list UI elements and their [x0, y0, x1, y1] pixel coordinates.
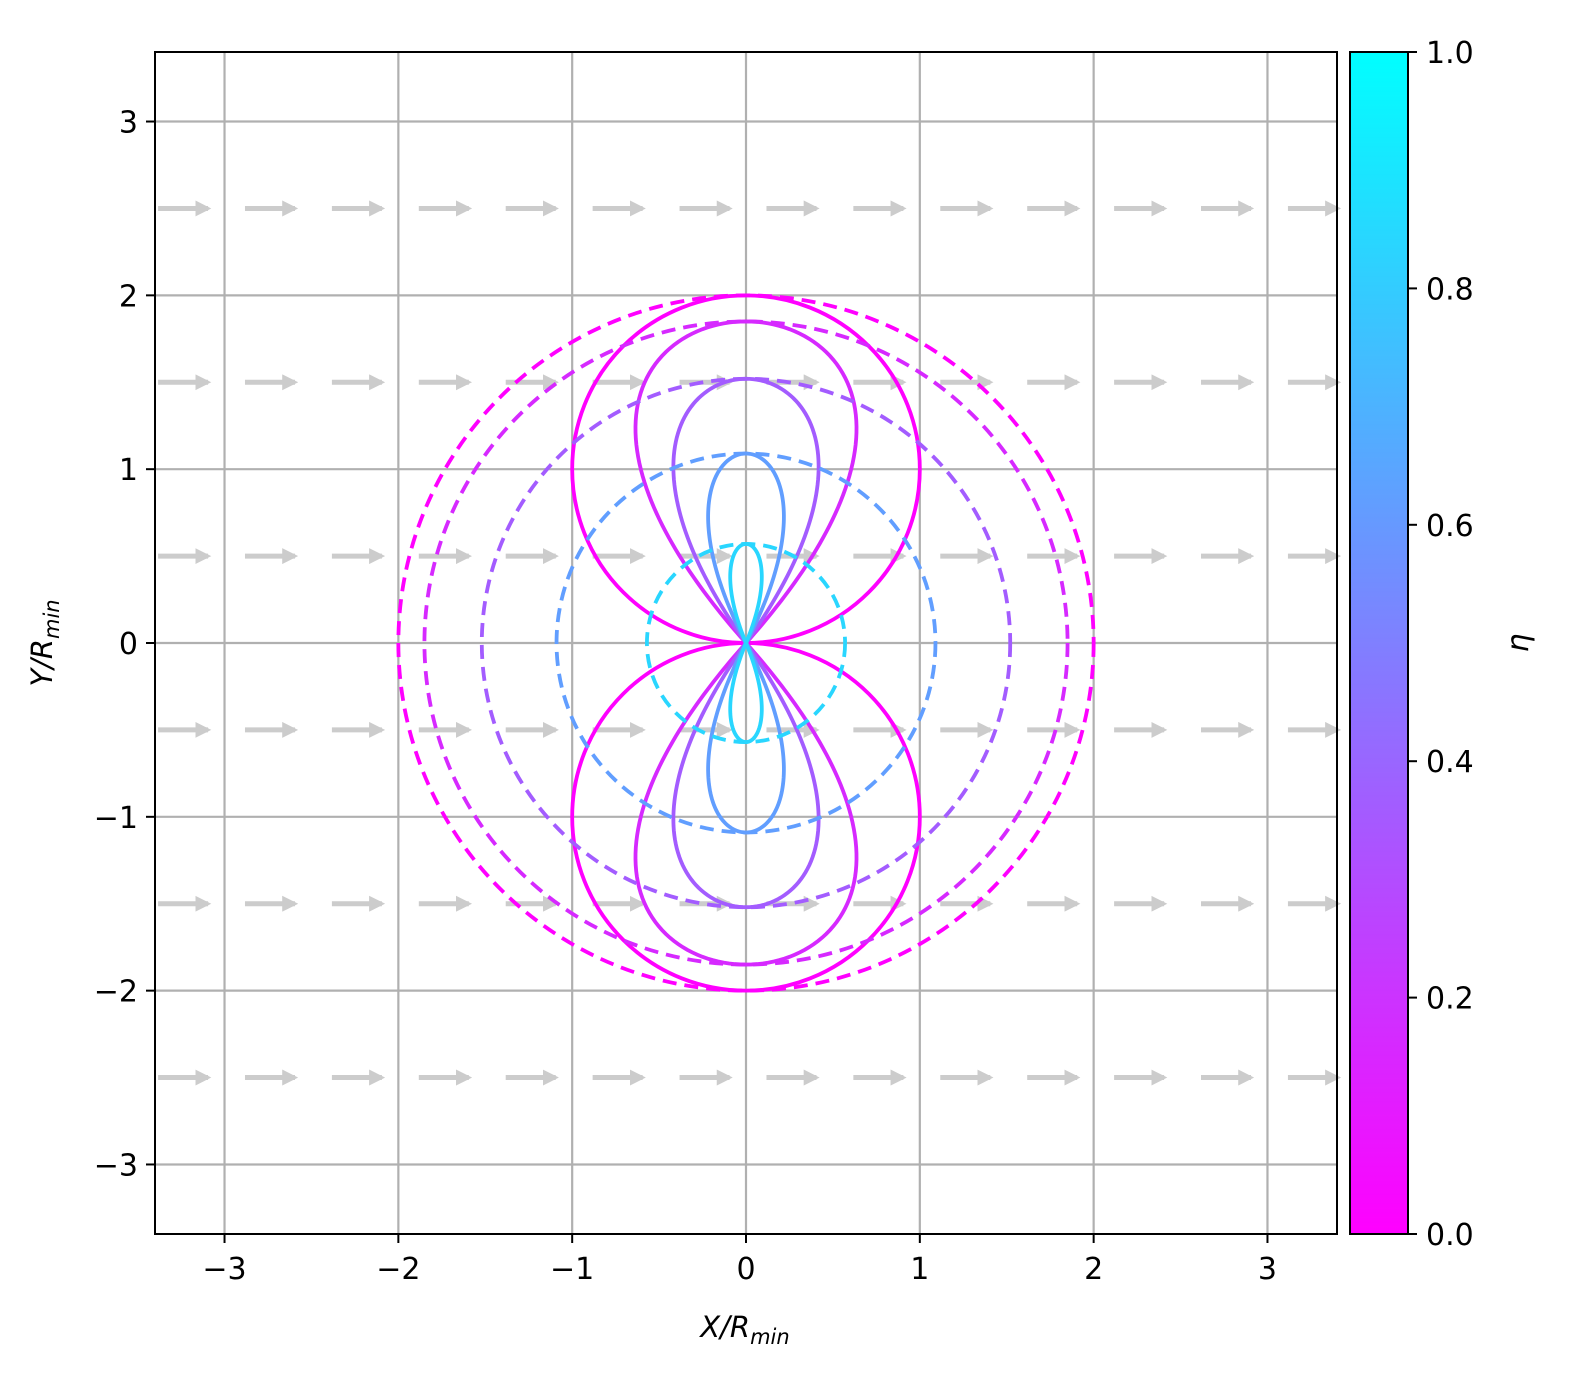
y-tick-label: −2	[94, 975, 138, 1010]
y-tick-label: −3	[94, 1148, 138, 1183]
x-tick-label: 0	[736, 1252, 755, 1287]
series-curves	[396, 293, 1096, 993]
x-tick-label: −2	[376, 1252, 420, 1287]
series-dashed-circle	[554, 451, 938, 835]
y-tick-label: 2	[119, 279, 138, 314]
y-axis-label: Y/Rmin	[25, 599, 64, 686]
series-dashed-circle	[396, 293, 1096, 993]
series-lobe	[671, 639, 821, 910]
colorbar-ticks: 0.0 0.2 0.4 0.6 0.8 1.0	[1408, 36, 1474, 1253]
flow-arrows	[158, 200, 1342, 1086]
colorbar-gradient	[1349, 51, 1409, 1235]
colorbar-tick-label: 0.4	[1426, 745, 1474, 780]
colorbar-tick-label: 0.0	[1426, 1218, 1474, 1253]
series-lobe	[633, 640, 859, 967]
x-tick-label: 3	[1258, 1252, 1277, 1287]
colorbar: 0.0 0.2 0.4 0.6 0.8 1.0 η	[1349, 36, 1536, 1253]
y-tick-label: 3	[119, 106, 138, 141]
colorbar-label: η	[1501, 633, 1536, 652]
y-tick-label: −1	[94, 801, 138, 836]
x-tick-label: −3	[202, 1252, 246, 1287]
y-tick-label: 1	[119, 453, 138, 488]
x-tick-label: 2	[1084, 1252, 1103, 1287]
colorbar-tick-label: 1.0	[1426, 36, 1474, 71]
colorbar-tick-label: 0.8	[1426, 272, 1474, 307]
series-dashed-circle	[645, 542, 847, 744]
series-dashed-circle	[479, 376, 1013, 910]
x-tick-label: 1	[910, 1252, 929, 1287]
series-dashed-circle	[422, 319, 1070, 967]
colorbar-tick-label: 0.2	[1426, 982, 1474, 1017]
y-ticks: −3 −2 −1 0 1 2 3	[94, 106, 155, 1183]
y-tick-label: 0	[119, 627, 138, 662]
x-axis-label: X/Rmin	[698, 1310, 789, 1349]
x-ticks: −3 −2 −1 0 1 2 3	[202, 1234, 1277, 1287]
x-tick-label: −1	[550, 1252, 594, 1287]
series-lobe	[633, 319, 859, 646]
colorbar-tick-label: 0.6	[1426, 509, 1474, 544]
